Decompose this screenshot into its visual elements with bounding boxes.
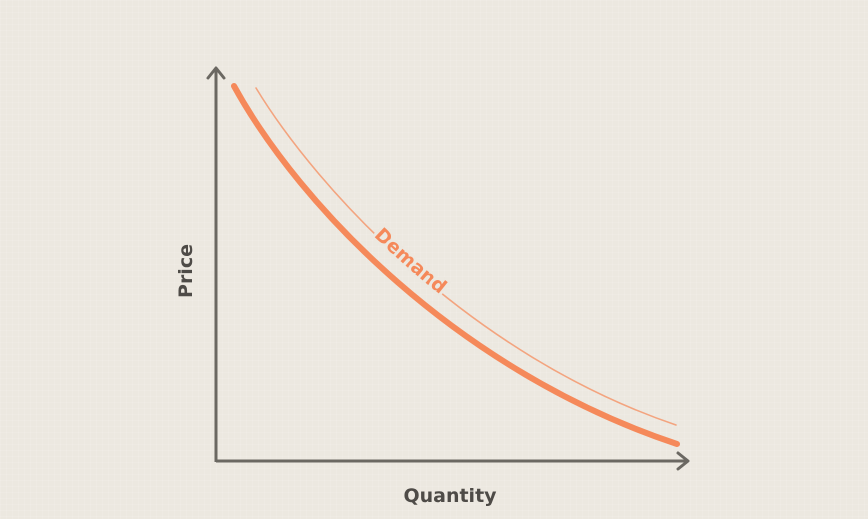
demand-label: Demand xyxy=(370,224,451,299)
demand-series: Demand xyxy=(231,83,680,447)
demand-label-text: Demand xyxy=(367,221,454,302)
x-axis-title: Quantity xyxy=(403,485,497,507)
x-axis-arrowhead xyxy=(676,451,690,471)
demand-curve-outline xyxy=(255,87,677,426)
axes xyxy=(206,66,690,471)
y-axis-title: Price xyxy=(175,244,197,298)
demand-curve xyxy=(231,83,680,447)
y-axis-arrowhead xyxy=(206,66,226,80)
